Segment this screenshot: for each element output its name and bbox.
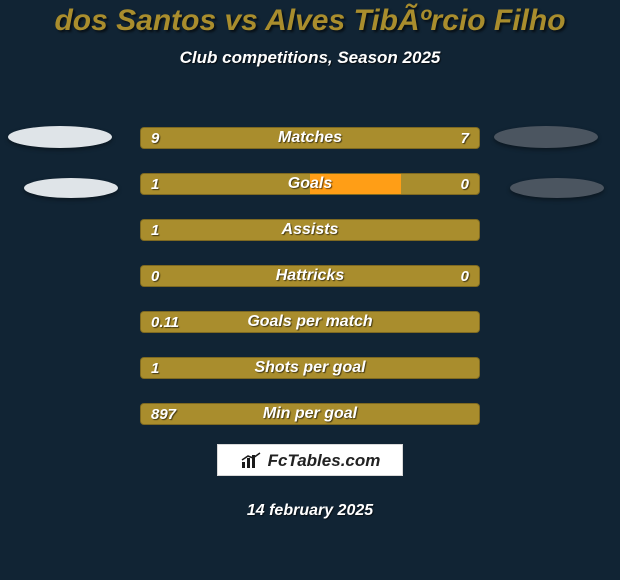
chart-icon <box>240 452 262 470</box>
stat-bar: Goals per match0.11 <box>140 311 480 333</box>
stat-bar: Hattricks00 <box>140 265 480 287</box>
stat-bars: Matches97Goals10Assists1Hattricks00Goals… <box>140 127 480 449</box>
stat-bar-value-left: 9 <box>151 128 159 148</box>
player-dot <box>510 178 604 198</box>
stat-bar-value-right: 7 <box>461 128 469 148</box>
player-dot <box>494 126 598 148</box>
player-dot <box>24 178 118 198</box>
branding-text: FcTables.com <box>268 451 381 471</box>
stat-bar-value-left: 897 <box>151 404 176 424</box>
stat-bar: Shots per goal1 <box>140 357 480 379</box>
comparison-subtitle: Club competitions, Season 2025 <box>0 48 620 68</box>
branding-box: FcTables.com <box>217 444 404 476</box>
player-dot <box>8 126 112 148</box>
stat-bar-value-left: 0 <box>151 266 159 286</box>
stat-bar-value-left: 1 <box>151 220 159 240</box>
stat-bar-value-left: 1 <box>151 174 159 194</box>
stat-bar: Matches97 <box>140 127 480 149</box>
stat-bar-value-left: 0.11 <box>151 312 179 332</box>
comparison-title: dos Santos vs Alves TibÃºrcio Filho <box>0 0 620 38</box>
stat-bar-value-right: 0 <box>461 266 469 286</box>
branding-row: FcTables.com <box>0 444 620 476</box>
comparison-date: 14 february 2025 <box>0 502 620 520</box>
stat-bar: Min per goal897 <box>140 403 480 425</box>
stat-bar-value-right: 0 <box>461 174 469 194</box>
stat-bar-value-left: 1 <box>151 358 159 378</box>
stat-bar: Goals10 <box>140 173 480 195</box>
stat-bar: Assists1 <box>140 219 480 241</box>
